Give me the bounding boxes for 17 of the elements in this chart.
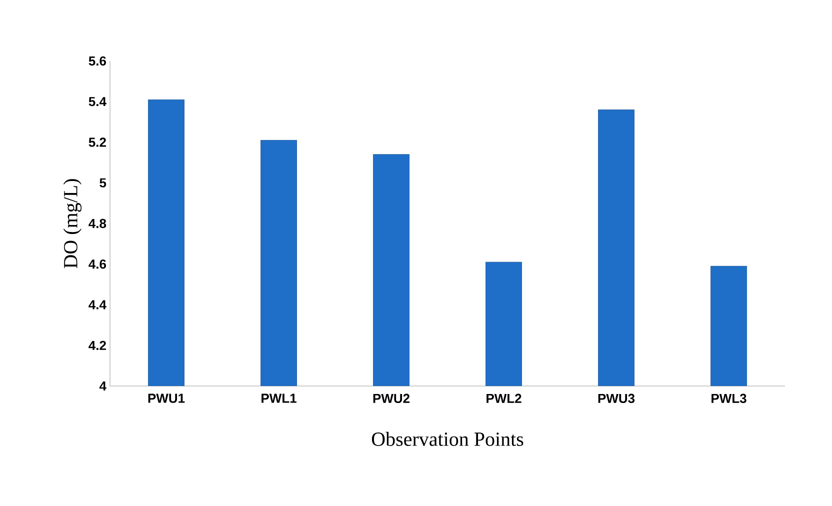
y-tick-label: 4.8	[88, 218, 106, 228]
y-tick-label: 4.6	[88, 260, 106, 269]
y-tick-label: 4.2	[88, 340, 106, 350]
x-tick-label: PWL1	[262, 394, 296, 403]
y-tick-label: 4.4	[88, 300, 106, 310]
x-tick-label: PWL2	[486, 394, 522, 403]
y-tick-label: 5.2	[88, 138, 106, 147]
x-tick-label: PWU2	[373, 394, 410, 404]
x-tick-label: PWU3	[598, 394, 635, 404]
y-tick-label: 5.6	[88, 56, 106, 66]
y-tick-label: 5	[100, 178, 106, 188]
x-tick-label: PWU1	[148, 394, 185, 403]
x-tick-label: PWL3	[712, 394, 746, 404]
x-axis-title: Observation Points	[372, 432, 524, 446]
y-tick-label: 5.4	[88, 97, 106, 106]
y-axis-title: DO (mg/L)	[63, 179, 82, 268]
y-tick-label: 4	[99, 382, 106, 390]
